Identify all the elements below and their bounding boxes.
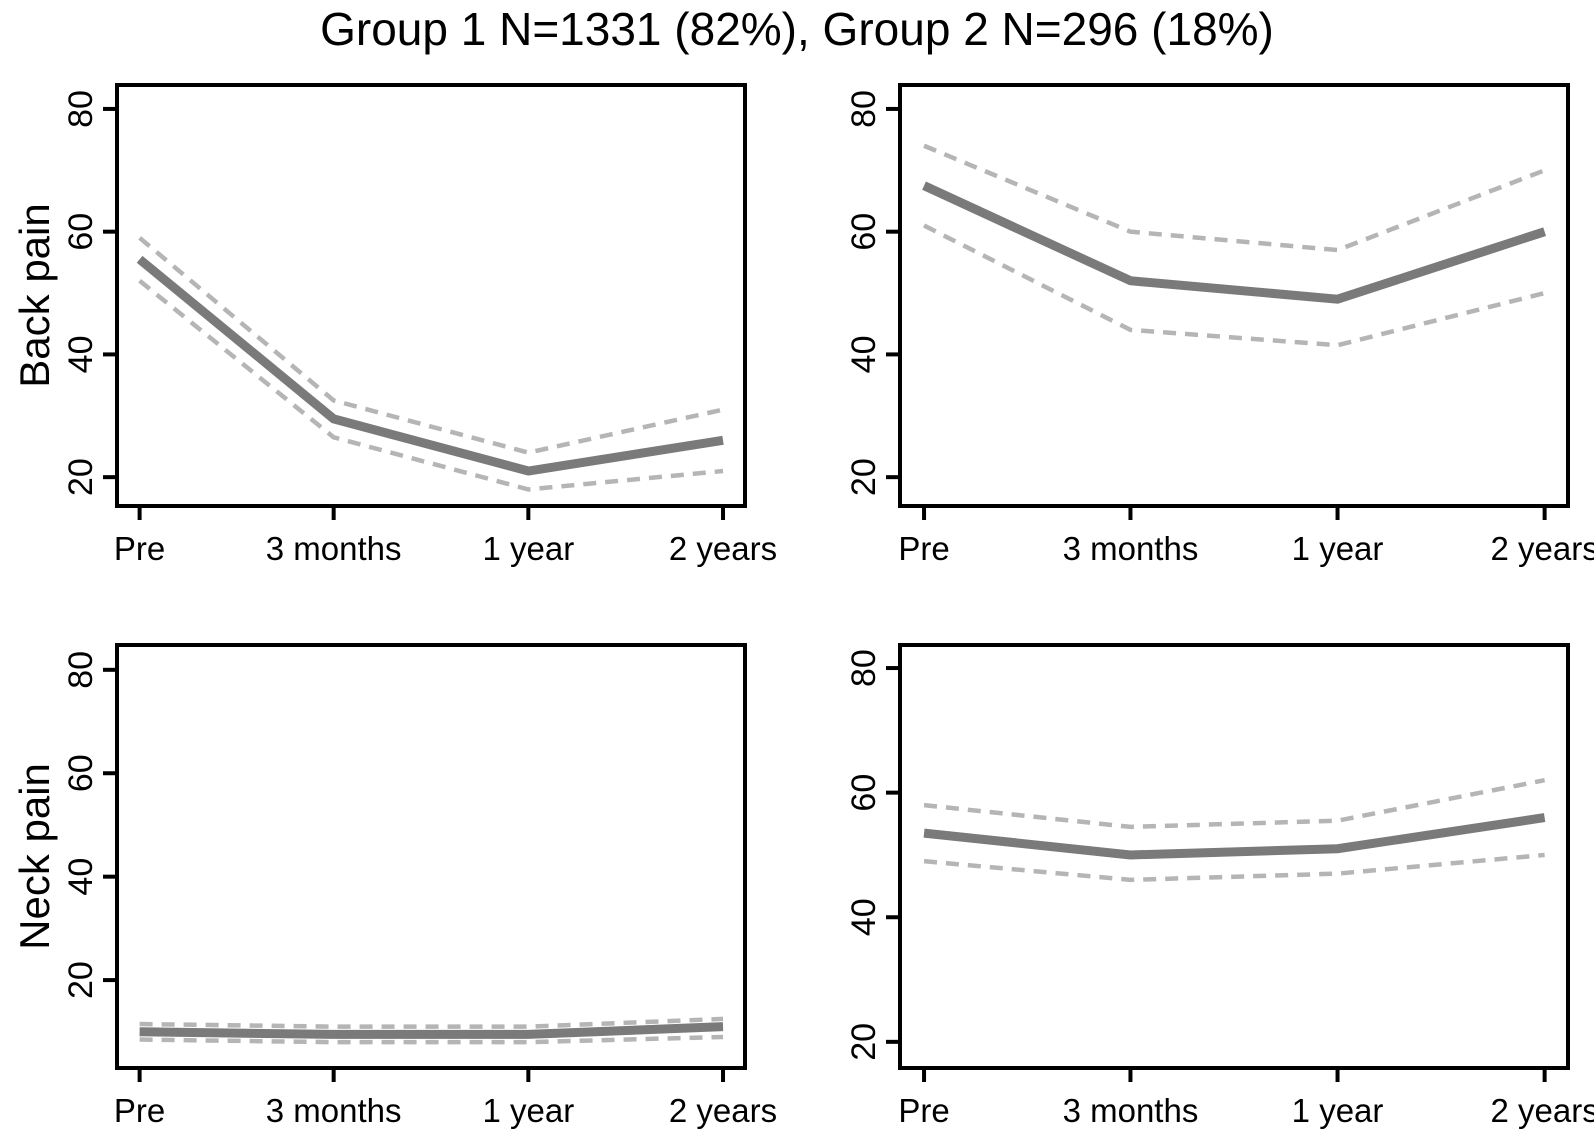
y-tick-label: 20 — [62, 961, 100, 999]
lower-ci-line — [923, 852, 1545, 883]
x-tick-label: 3 months — [1063, 530, 1199, 567]
mean-line — [922, 181, 1547, 304]
upper-ci-line — [923, 777, 1546, 830]
x-tick-label: 3 months — [266, 1092, 402, 1129]
upper-ci-line — [138, 236, 724, 455]
y-tick-label: 20 — [845, 458, 883, 496]
y-tick-label: 20 — [62, 458, 100, 496]
lower-ci-line — [139, 1034, 724, 1045]
panel-group1-neck-pain: 20 40 60 80 Pre 3 months 1 year 2 years Neck pai… — [11, 643, 777, 1129]
upper-ci-line — [139, 1016, 724, 1029]
y-tick-label: 40 — [62, 858, 100, 896]
plot-box — [115, 643, 747, 1070]
y-tick-label: 60 — [62, 213, 100, 251]
mean-line — [139, 1022, 724, 1039]
x-tick-label: 3 months — [1063, 1092, 1199, 1129]
plot-box — [898, 83, 1570, 508]
x-tick-label: 1 year — [482, 530, 574, 567]
mean-line — [136, 255, 724, 476]
y-tick-label: 40 — [62, 336, 100, 374]
y-tick-label: 80 — [62, 651, 100, 689]
x-tick-label: Pre — [898, 530, 949, 567]
x-tick-label: 2 years — [669, 1092, 777, 1129]
y-tick-label: 60 — [845, 774, 883, 812]
x-tick-label: 2 years — [1491, 530, 1594, 567]
y-tick-label: 20 — [845, 1023, 883, 1061]
mean-line — [923, 813, 1546, 860]
x-tick-label: Pre — [114, 530, 165, 567]
x-tick-label: 1 year — [482, 1092, 574, 1129]
y-tick-label: 80 — [62, 90, 100, 128]
x-tick-label: 1 year — [1292, 1092, 1384, 1129]
x-tick-label: Pre — [114, 1092, 165, 1129]
x-tick-label: 2 years — [1491, 1092, 1594, 1129]
lower-ci-line — [923, 223, 1546, 348]
figure-title: Group 1 N=1331 (82%), Group 2 N=296 (18%… — [320, 3, 1274, 55]
y-tick-label: 80 — [845, 649, 883, 687]
row-label: Neck pain — [11, 763, 58, 950]
plot-box — [115, 83, 747, 508]
y-tick-label: 40 — [845, 336, 883, 374]
y-tick-label: 80 — [845, 90, 883, 128]
x-tick-label: Pre — [898, 1092, 949, 1129]
y-tick-label: 60 — [845, 213, 883, 251]
panel-group2-neck-pain: 20 40 60 80 Pre 3 months 1 year 2 years — [845, 643, 1594, 1129]
x-tick-label: 2 years — [669, 530, 777, 567]
plot-box — [898, 643, 1570, 1070]
x-tick-label: 1 year — [1292, 530, 1384, 567]
x-tick-label: 3 months — [266, 530, 402, 567]
y-tick-label: 60 — [62, 754, 100, 792]
row-label: Back pain — [11, 203, 58, 387]
panel-group2-back-pain: 20 40 60 80 Pre 3 months 1 year 2 years — [845, 83, 1594, 567]
panel-group1-back-pain: 20 40 60 80 Pre 3 months 1 year 2 years Back pai… — [11, 83, 777, 567]
y-tick-label: 40 — [845, 898, 883, 936]
upper-ci-line — [923, 143, 1546, 253]
